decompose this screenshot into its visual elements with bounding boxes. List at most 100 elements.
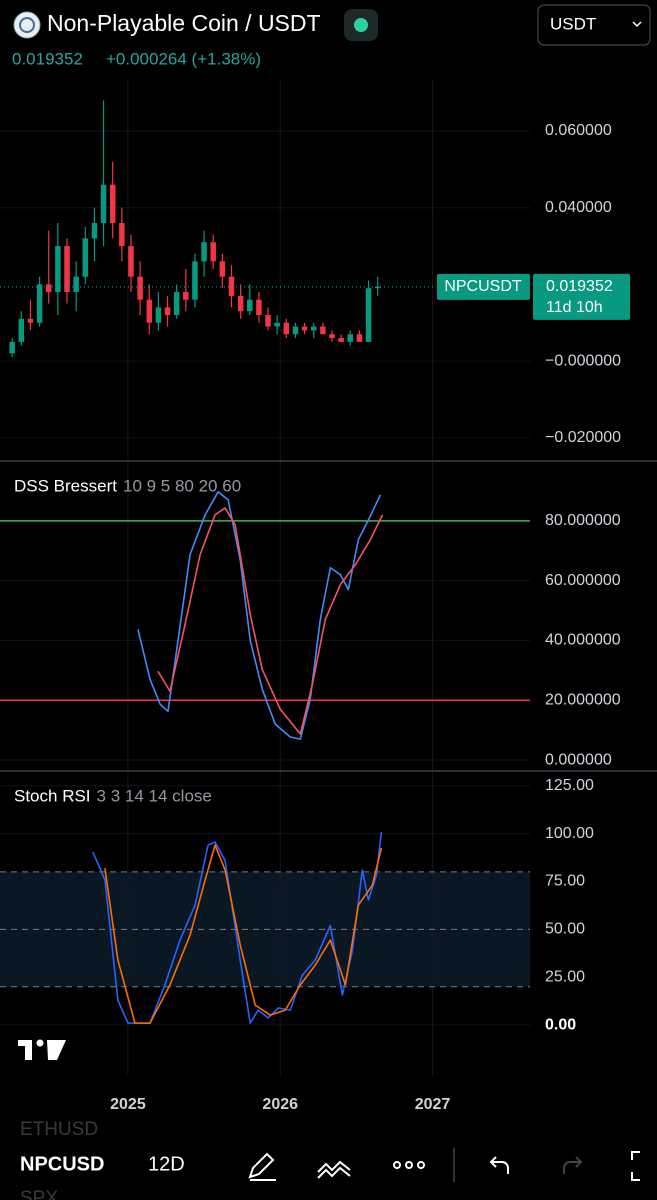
price-change: +0.000264 (+1.38%)	[106, 49, 261, 68]
panel: 125.00 100.00 75.00 50.00 25.00 0.00 Stoch RSI…	[0, 772, 594, 1113]
draw-tool-icon[interactable]	[248, 1152, 276, 1181]
candle-body	[320, 326, 326, 335]
indicator-line	[137, 491, 382, 740]
candle-body	[164, 307, 171, 316]
y-tick-label: 50.00	[545, 921, 585, 938]
price-label: 0.019352	[546, 278, 613, 295]
panel: 80.000000 60.000000 40.000000 20.000000 0.00…	[0, 462, 621, 770]
currency-dropdown[interactable]	[537, 4, 651, 46]
logo-part	[25, 1040, 32, 1060]
candle-body	[109, 184, 116, 224]
indicator-title: Stoch RSI	[14, 786, 91, 805]
candle-body	[228, 276, 235, 296]
candle-body	[91, 223, 98, 239]
y-tick-label: 0.040000	[545, 199, 612, 216]
logo-part	[47, 1040, 66, 1060]
symbol-tab[interactable]: ETHUSD	[20, 1119, 98, 1140]
x-tick-label: 2026	[262, 1096, 298, 1113]
candle-body	[36, 284, 43, 323]
candle-body	[146, 299, 152, 323]
y-tick-label: 125.00	[545, 777, 594, 794]
candle-body	[45, 284, 52, 293]
candle-body	[237, 295, 244, 312]
x-tick-label: 2025	[110, 1096, 146, 1113]
candle-body	[18, 318, 25, 342]
countdown-label: 11d 10h	[546, 299, 603, 316]
candle-body	[27, 318, 34, 323]
coin-icon-inner	[19, 17, 35, 33]
candle-body	[247, 299, 253, 312]
indicator-icon[interactable]	[317, 1160, 351, 1179]
candle-body	[219, 261, 226, 277]
interval-button[interactable]: 12D	[148, 1153, 185, 1175]
y-tick-label: −0.020000	[545, 429, 621, 446]
indicator-line	[104, 844, 383, 1024]
y-tick-label: 100.00	[545, 825, 594, 842]
symbol-tab[interactable]: NPCUSD	[20, 1153, 104, 1175]
y-tick-label: 80.000000	[545, 512, 621, 529]
candle-body	[210, 242, 216, 262]
undo-icon[interactable]	[489, 1156, 509, 1174]
dropdown-chevron	[632, 21, 642, 28]
candle-body	[155, 307, 162, 323]
candle-body	[301, 326, 308, 331]
candle-body	[192, 261, 198, 300]
candle-body	[100, 184, 107, 224]
x-tick-label: 2027	[415, 1096, 451, 1113]
candle-body	[128, 246, 134, 277]
y-tick-label: 75.00	[545, 873, 585, 890]
candle-body	[356, 334, 363, 342]
status-dot	[354, 18, 368, 32]
candle-body	[365, 288, 372, 342]
candle-body	[374, 286, 381, 289]
candle-body	[73, 276, 79, 293]
price-label-box	[533, 273, 630, 320]
candle-body	[119, 223, 125, 247]
redo-icon[interactable]	[563, 1156, 583, 1174]
candle-body	[137, 276, 143, 300]
more-icon[interactable]	[405, 1161, 413, 1169]
candle-body	[201, 242, 207, 262]
candle-body	[82, 238, 89, 277]
y-tick-label: 0.060000	[545, 122, 612, 139]
y-tick-label: 0.000000	[545, 751, 612, 768]
logo-part	[36, 1039, 44, 1047]
symbol-title[interactable]: Non-Playable Coin / USDT	[47, 10, 321, 36]
y-tick-label: 40.000000	[545, 632, 621, 649]
candle-body	[310, 326, 317, 331]
last-price: 0.019352	[12, 49, 83, 68]
candle-body	[64, 246, 70, 293]
indicator-title: DSS Bressert	[14, 476, 117, 495]
y-tick-label: −0.000000	[545, 352, 621, 369]
more-icon[interactable]	[417, 1161, 425, 1169]
panel: 0.060000 0.040000 −0.000000 −0.020000 NPCUSD…	[0, 80, 630, 460]
y-tick-label: 25.00	[545, 968, 585, 985]
candle-body	[329, 334, 335, 339]
candle-body	[274, 322, 280, 327]
tradingview-logo	[18, 1039, 66, 1060]
indicator-params: 3 3 14 14 close	[97, 786, 212, 805]
candle-body	[347, 334, 354, 342]
candle-body	[292, 326, 299, 335]
indicator-params: 10 9 5 80 20 60	[123, 476, 241, 495]
candle-body	[283, 322, 290, 335]
candle-body	[256, 299, 262, 316]
y-tick-label: 20.000000	[545, 691, 621, 708]
candle-body	[265, 315, 271, 327]
candle-body	[338, 338, 344, 342]
coin-icon	[13, 11, 41, 39]
more-icon[interactable]	[393, 1161, 401, 1169]
fullscreen-icon[interactable]	[631, 1151, 640, 1181]
candle-body	[183, 292, 189, 300]
y-tick-label: 0.00	[545, 1016, 576, 1033]
symbol-label: NPCUSDT	[444, 278, 522, 295]
candle-body	[173, 292, 180, 316]
symbol-tab[interactable]: SPX	[20, 1188, 58, 1200]
toolbar-icons	[248, 1148, 640, 1182]
currency-label: USDT	[550, 14, 596, 33]
candle-body	[55, 246, 61, 293]
indicator-line	[157, 507, 384, 735]
